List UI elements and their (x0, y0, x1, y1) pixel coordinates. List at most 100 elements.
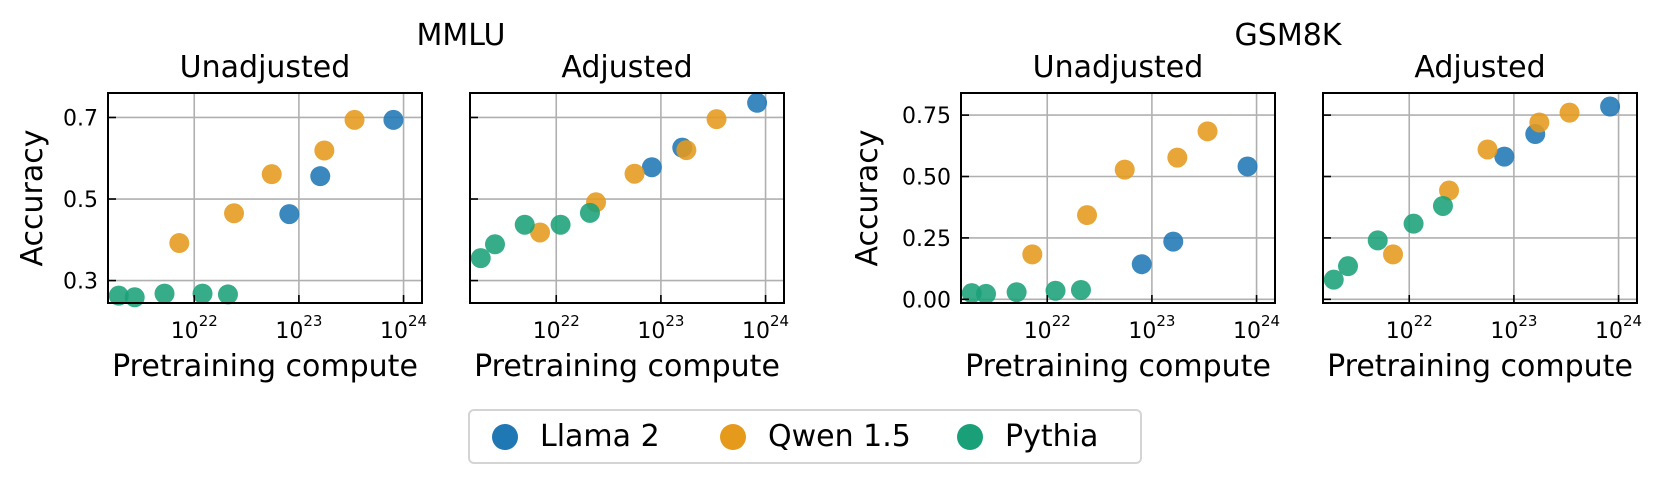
x-axis-label: Pretraining compute (1327, 349, 1633, 384)
x-tick-label: 1022 (533, 312, 580, 344)
data-point-qwen-1-5 (1383, 244, 1404, 265)
data-point-qwen-1-5 (676, 140, 697, 161)
panel-gsm8k-adjusted: 1022 1023 1024 Adjusted Pretraining compute (1322, 50, 1642, 384)
data-point-llama-2 (747, 92, 768, 113)
series-qwen-1-5 (1383, 102, 1580, 265)
x-tick-label: 1023 (637, 312, 684, 344)
series-qwen-1-5 (530, 109, 727, 243)
series-pythia (961, 279, 1091, 304)
x-tick-label: 1024 (1595, 312, 1642, 344)
data-point-pythia (1367, 230, 1388, 251)
x-tick-label: 1023 (1128, 312, 1175, 344)
data-point-pythia (1338, 256, 1359, 277)
subplot-title: Adjusted (1414, 50, 1545, 85)
panel-mmlu-adjusted: 1022 1023 1024 Adjusted Pretraining compute (469, 50, 789, 384)
data-point-llama-2 (1163, 231, 1184, 252)
legend-label-llama-2: Llama 2 (540, 419, 660, 454)
x-tick-label: 1022 (1386, 312, 1433, 344)
group-title-mmlu: MMLU (417, 18, 506, 53)
data-point-qwen-1-5 (1439, 180, 1460, 201)
series-qwen-1-5 (169, 109, 365, 254)
legend-item-llama-2: Llama 2 (492, 411, 660, 462)
series-pythia (470, 202, 600, 269)
data-point-llama-2 (1131, 254, 1152, 275)
data-point-pythia (976, 283, 997, 304)
data-point-qwen-1-5 (1197, 121, 1218, 142)
series-llama-2 (279, 109, 404, 225)
plot-frame (960, 92, 1276, 304)
data-point-pythia (1045, 280, 1066, 301)
group-title-gsm8k: GSM8K (1235, 18, 1343, 53)
x-tick-label: 1022 (171, 312, 218, 344)
y-tick-label: 0.7 (63, 106, 98, 131)
data-point-pythia (961, 283, 982, 304)
data-point-llama-2 (641, 157, 662, 178)
data-point-qwen-1-5 (1077, 205, 1098, 226)
data-point-llama-2 (1494, 146, 1515, 167)
legend-label-qwen-1-5: Qwen 1.5 (768, 419, 911, 454)
legend-marker-qwen-1-5 (720, 423, 746, 450)
legend-item-qwen-1-5: Qwen 1.5 (720, 411, 911, 462)
plot-frame (1322, 92, 1638, 304)
x-tick-label: 1024 (742, 312, 789, 344)
data-point-qwen-1-5 (1114, 159, 1135, 180)
x-axis-label: Pretraining compute (474, 349, 780, 384)
x-tick-label: 1024 (380, 312, 427, 344)
y-tick-label: 0.75 (902, 104, 951, 129)
data-point-qwen-1-5 (1559, 102, 1580, 123)
legend-label-pythia: Pythia (1005, 419, 1099, 454)
data-point-llama-2 (1600, 96, 1621, 117)
data-point-llama-2 (279, 204, 300, 225)
plot-frame (469, 92, 785, 304)
data-point-qwen-1-5 (169, 233, 190, 254)
data-point-pythia (1006, 282, 1027, 303)
y-tick-label: 0.25 (902, 227, 951, 252)
data-point-llama-2 (310, 166, 331, 187)
data-point-qwen-1-5 (1022, 244, 1043, 265)
data-point-pythia (1403, 213, 1424, 234)
data-point-pythia (1432, 195, 1453, 216)
data-point-pythia (154, 283, 175, 304)
plot-frame (107, 92, 423, 304)
x-tick-label: 1023 (275, 312, 322, 344)
subplot-title: Adjusted (561, 50, 692, 85)
y-tick-label: 0.50 (902, 166, 951, 191)
data-point-pythia (470, 248, 491, 269)
data-point-qwen-1-5 (344, 109, 365, 130)
data-point-qwen-1-5 (530, 222, 551, 243)
data-point-pythia (1070, 279, 1091, 300)
legend-marker-pythia (957, 423, 983, 450)
series-pythia (1323, 195, 1453, 290)
data-point-qwen-1-5 (261, 164, 282, 185)
data-point-pythia (514, 214, 535, 235)
data-point-qwen-1-5 (1529, 112, 1550, 133)
y-axis-label: Accuracy (15, 130, 50, 267)
x-axis-label: Pretraining compute (965, 349, 1271, 384)
data-point-pythia (192, 283, 213, 304)
legend-marker-llama-2 (492, 423, 518, 450)
data-point-pythia (485, 234, 506, 255)
chart-panels: 1022 1023 1024 0.3 0.5 0.7 Unadjusted Pretraini… (15, 50, 1642, 384)
data-point-pythia (1323, 269, 1344, 290)
data-point-qwen-1-5 (1167, 147, 1188, 168)
series-pythia (108, 283, 238, 308)
data-point-pythia (217, 284, 238, 305)
data-point-qwen-1-5 (706, 109, 727, 130)
y-tick-label: 0.00 (902, 288, 951, 313)
panel-mmlu-unadjusted: 1022 1023 1024 0.3 0.5 0.7 Unadjusted Pretraini… (15, 50, 427, 384)
subplot-title: Unadjusted (1033, 50, 1204, 85)
legend-item-pythia: Pythia (957, 411, 1098, 462)
data-point-qwen-1-5 (1477, 139, 1498, 160)
data-point-llama-2 (1237, 156, 1258, 177)
x-tick-label: 1023 (1490, 312, 1537, 344)
panel-gsm8k-unadjusted: 1022 1023 1024 0.00 0.25 0.50 0.75 Unadjusted Pr… (850, 50, 1280, 384)
legend: Llama 2 Qwen 1.5 Pythia (468, 409, 1142, 464)
data-point-qwen-1-5 (314, 140, 335, 161)
data-point-pythia (579, 202, 600, 223)
data-point-llama-2 (383, 109, 404, 130)
data-point-pythia (124, 287, 145, 308)
subplot-title: Unadjusted (180, 50, 351, 85)
y-tick-label: 0.3 (63, 270, 98, 295)
series-llama-2 (1131, 156, 1258, 275)
